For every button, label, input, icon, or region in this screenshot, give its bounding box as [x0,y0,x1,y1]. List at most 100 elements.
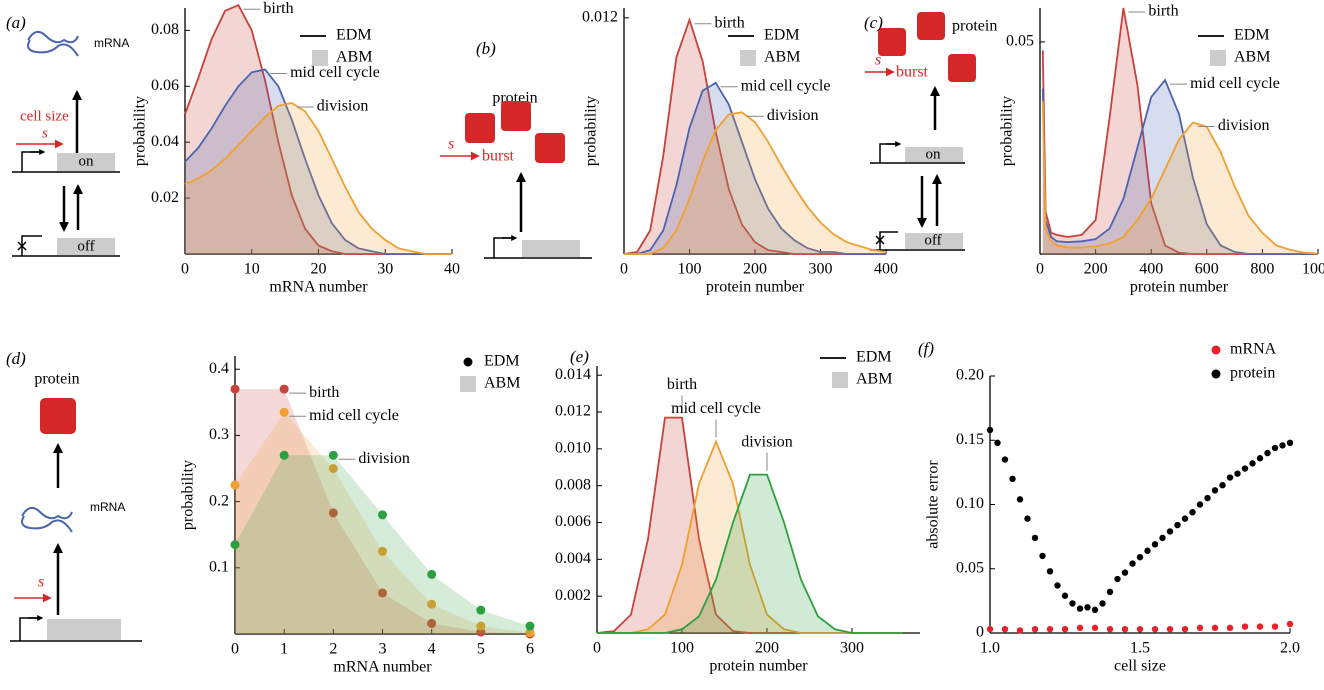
abm-area [597,474,903,633]
diagram-label: s [42,125,48,141]
abm-area [185,5,452,255]
panel-label: (d) [6,349,26,368]
data-point [1241,623,1249,630]
gene [12,235,120,257]
x-tick-label: 2 [329,641,337,658]
diagram-label: s [448,136,454,153]
y-tick-label: 0.002 [555,587,591,604]
data-point [230,384,240,394]
data-point [1046,625,1054,633]
data-point [1001,625,1009,633]
data-point [1084,604,1091,611]
protein-icon [501,101,531,131]
legend-glyph [1210,50,1226,66]
series-annotation: mid cell cycle [741,77,831,94]
legend-glyph [740,50,756,66]
data-point [279,407,289,417]
data-point [1204,494,1211,502]
y-tick-label: 0.3 [209,426,229,443]
x-tick-label: 0 [620,261,628,278]
diagram-label: burst [482,148,515,165]
abm-area [597,441,903,633]
y-axis-label: probability [583,96,600,166]
diagram-label: protein [34,371,79,388]
y-tick-label: 0.06 [151,77,179,94]
x-tick-label: 200 [755,640,779,657]
y-tick-label: 0.02 [151,189,179,206]
x-axis-label: protein number [706,279,805,296]
series-annotation: mid cell cycle [671,400,761,417]
data-point [1121,569,1129,576]
abm-area [235,455,530,634]
legend-label: ABM [484,375,520,392]
legend-label: mRNA [1230,341,1277,358]
data-point [1286,439,1294,447]
x-tick-label: 200 [743,261,767,278]
gene-box [57,238,115,255]
data-point [1031,625,1039,633]
data-point [1196,501,1204,508]
x-tick-label: 1.5 [1130,640,1150,657]
data-point [994,439,1001,447]
legend-glyph [1211,345,1221,355]
legend-glyph [460,376,476,392]
data-point [476,605,486,615]
data-point [1061,625,1069,633]
data-point [1271,444,1279,452]
gene-box [905,147,963,162]
data-point [1024,515,1031,522]
data-point [1159,534,1166,542]
edm-line [184,68,452,255]
x-tick-label: 0 [181,261,189,278]
data-point [1219,482,1226,489]
protein-icon [948,54,976,82]
data-point [1114,575,1121,583]
series-annotation: birth [263,0,293,17]
panel-label: (f) [918,339,934,358]
legend-label: protein [1230,365,1275,382]
diagram-label: protein [952,18,997,35]
data-point [1121,625,1129,633]
data-point [1181,515,1189,522]
data-point [1046,568,1054,575]
data-point [476,621,486,631]
data-point [1091,624,1099,632]
diagram-b: protein s burst [440,90,592,259]
legend-label: ABM [336,49,372,66]
x-tick-label: 400 [1139,261,1163,278]
y-axis-label: probability [180,460,197,530]
diagram-d: protein mRNA s [10,371,142,642]
legend-glyph [312,50,328,66]
data-point [328,450,338,460]
y-tick-label: 0.10 [956,495,984,512]
diagram-label: on [926,146,942,162]
x-tick-label: 800 [1250,261,1274,278]
x-axis-label: cell size [1114,658,1166,675]
mrna-icon [27,30,79,57]
series-annotation: division [767,107,819,124]
data-point [1009,475,1016,482]
y-tick-label: 0 [976,624,984,641]
data-point [525,621,535,631]
y-tick-label: 0.010 [555,440,591,457]
data-point [1286,620,1294,628]
data-point [1264,449,1271,457]
data-point [1166,528,1174,535]
data-point [1076,624,1084,632]
series-annotation: birth [309,384,339,401]
y-tick-label: 0.014 [555,366,591,383]
data-point [1099,600,1106,607]
y-tick-label: 0.004 [555,550,591,567]
gene-box [905,233,963,249]
legend-label: EDM [336,27,372,44]
y-tick-label: 0.20 [956,367,984,384]
y-tick-label: 0.012 [555,403,591,420]
x-tick-label: 1 [280,641,288,658]
data-point [1106,588,1114,596]
gene-box [522,240,580,257]
protein-icon [878,28,906,56]
abm-area [624,19,886,254]
diagram-label: s [875,52,881,69]
x-tick-label: 0 [593,640,601,657]
data-point [230,480,240,490]
